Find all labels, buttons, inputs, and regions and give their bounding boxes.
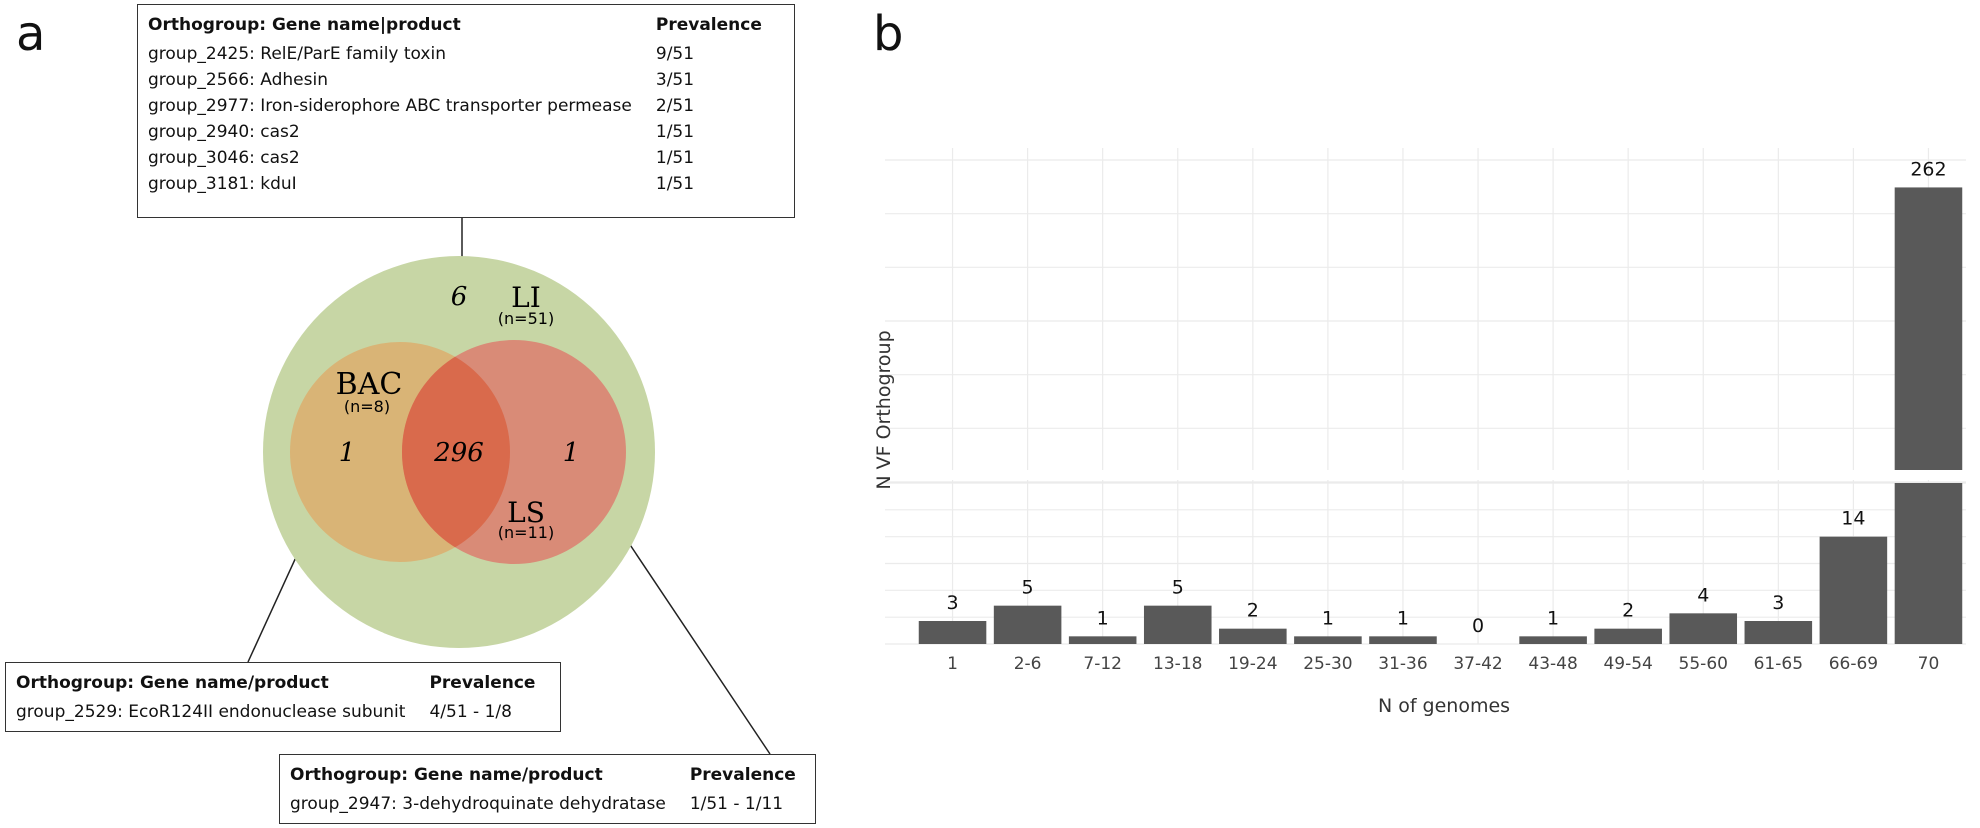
bar <box>918 621 987 644</box>
x-tick-label: 1 <box>947 654 958 674</box>
x-tick-label: 25-30 <box>1303 654 1352 674</box>
table-row: group_2977: Iron-siderophore ABC transpo… <box>148 93 762 119</box>
gene-cell: group_2425: RelE/ParE family toxin <box>148 44 446 64</box>
table-bac-unique: Orthogroup: Gene name/product Prevalence… <box>5 662 561 732</box>
bar-chart: 3 5 1 5 2 1 1 0 1 2 4 3 14 262 1 2-6 7-12 13-18 19-24 25-3… <box>873 148 1966 717</box>
bar-data-label: 0 <box>1472 615 1484 637</box>
x-tick-label: 61-65 <box>1754 654 1803 674</box>
venn-left-n: (n=8) <box>344 397 390 416</box>
x-tick-label: 2-6 <box>1014 654 1042 674</box>
table-header-gene: Orthogroup: Gene name/product <box>290 765 603 785</box>
x-tick-label: 37-42 <box>1453 654 1502 674</box>
bar-data-label: 4 <box>1697 584 1709 606</box>
gene-cell: group_2947: 3-dehydroquinate dehydratase <box>290 794 666 814</box>
bar-data-label: 1 <box>1547 607 1559 629</box>
prevalence-cell: 1/51 <box>655 122 695 142</box>
venn-outer-unique: 6 <box>451 282 468 312</box>
bar <box>1369 636 1437 644</box>
prevalence-cell: 2/51 <box>655 96 695 116</box>
panel-b-letter: b <box>873 6 904 62</box>
table-row: group_3181: kduI 1/51 <box>148 171 762 197</box>
venn-overlap <box>402 342 510 562</box>
x-tick-label: 7-12 <box>1083 654 1122 674</box>
bar <box>1519 636 1587 644</box>
table-header-prevalence: Prevalence <box>689 765 796 785</box>
bar <box>1894 483 1963 644</box>
venn-right-unique: 1 <box>563 438 580 468</box>
table-row: group_2425: RelE/ParE family toxin 9/51 <box>148 41 762 67</box>
bar-data-label: 1 <box>1097 607 1109 629</box>
gene-cell: group_2529: EcoR124II endonuclease subun… <box>16 702 406 722</box>
table-header-prevalence: Prevalence <box>655 15 762 35</box>
x-tick-label: 19-24 <box>1228 654 1277 674</box>
bar-upper <box>1894 187 1963 470</box>
bar-data-label: 262 <box>1910 158 1946 180</box>
gene-cell: group_2566: Adhesin <box>148 70 328 90</box>
bar <box>1219 628 1287 644</box>
bar-data-label: 1 <box>1397 607 1409 629</box>
bar <box>1143 605 1212 644</box>
bar-data-label: 2 <box>1622 600 1634 622</box>
table-header-prevalence: Prevalence <box>429 673 536 693</box>
bar-data-label: 14 <box>1841 508 1865 530</box>
bar <box>1294 636 1362 644</box>
bar-data-label: 5 <box>1172 577 1184 599</box>
venn-outer-n: (n=51) <box>498 309 554 328</box>
bar-data-label: 1 <box>1322 607 1334 629</box>
bar <box>1594 628 1662 644</box>
venn-outer-name: LI <box>511 281 541 314</box>
venn-diagram: 6 LI (n=51) BAC (n=8) 1 296 1 LS (n=11) <box>247 218 771 755</box>
bar <box>1068 636 1137 644</box>
bar <box>1669 613 1738 644</box>
table-ls-unique: Orthogroup: Gene name/product Prevalence… <box>279 754 816 824</box>
table-header-gene: Orthogroup: Gene name|product <box>148 15 461 35</box>
venn-overlap-value: 296 <box>433 438 484 468</box>
x-tick-label: 49-54 <box>1603 654 1652 674</box>
table-header-gene: Orthogroup: Gene name/product <box>16 673 329 693</box>
prevalence-cell: 3/51 <box>655 70 695 90</box>
venn-right-n: (n=11) <box>498 523 554 542</box>
bar-data-label: 3 <box>946 592 958 614</box>
prevalence-cell: 1/51 <box>655 148 695 168</box>
bar <box>993 605 1062 644</box>
bar-data-label: 3 <box>1772 592 1784 614</box>
table-row: group_2947: 3-dehydroquinate dehydratase… <box>290 791 796 817</box>
y-axis-label: N VF Orthogroup <box>873 330 895 489</box>
x-tick-label: 43-48 <box>1528 654 1577 674</box>
gene-cell: group_3181: kduI <box>148 174 297 194</box>
venn-left-name: BAC <box>336 367 403 402</box>
prevalence-cell: 9/51 <box>655 44 695 64</box>
gene-cell: group_2977: Iron-siderophore ABC transpo… <box>148 96 632 116</box>
table-row: group_2940: cas2 1/51 <box>148 119 762 145</box>
table-li-unique: Orthogroup: Gene name|product Prevalence… <box>137 4 795 218</box>
x-tick-label: 66-69 <box>1829 654 1878 674</box>
gene-cell: group_2940: cas2 <box>148 122 300 142</box>
bar <box>1819 536 1888 644</box>
venn-right-name: LS <box>507 496 545 529</box>
bar <box>1744 621 1813 644</box>
table-row: group_3046: cas2 1/51 <box>148 145 762 171</box>
x-tick-label: 31-36 <box>1378 654 1427 674</box>
prevalence-cell: 4/51 - 1/8 <box>429 702 512 722</box>
table-row: group_2529: EcoR124II endonuclease subun… <box>16 699 535 725</box>
x-tick-label: 70 <box>1918 654 1940 674</box>
prevalence-cell: 1/51 - 1/11 <box>689 794 784 814</box>
x-axis-label: N of genomes <box>1378 695 1510 717</box>
x-tick-label: 13-18 <box>1153 654 1202 674</box>
gene-cell: group_3046: cas2 <box>148 148 300 168</box>
prevalence-cell: 1/51 <box>655 174 695 194</box>
x-tick-label: 55-60 <box>1679 654 1728 674</box>
table-row: group_2566: Adhesin 3/51 <box>148 67 762 93</box>
bar-data-label: 2 <box>1247 600 1259 622</box>
venn-left-unique: 1 <box>339 438 356 468</box>
panel-a-letter: a <box>16 6 46 62</box>
bar-data-label: 5 <box>1022 577 1034 599</box>
